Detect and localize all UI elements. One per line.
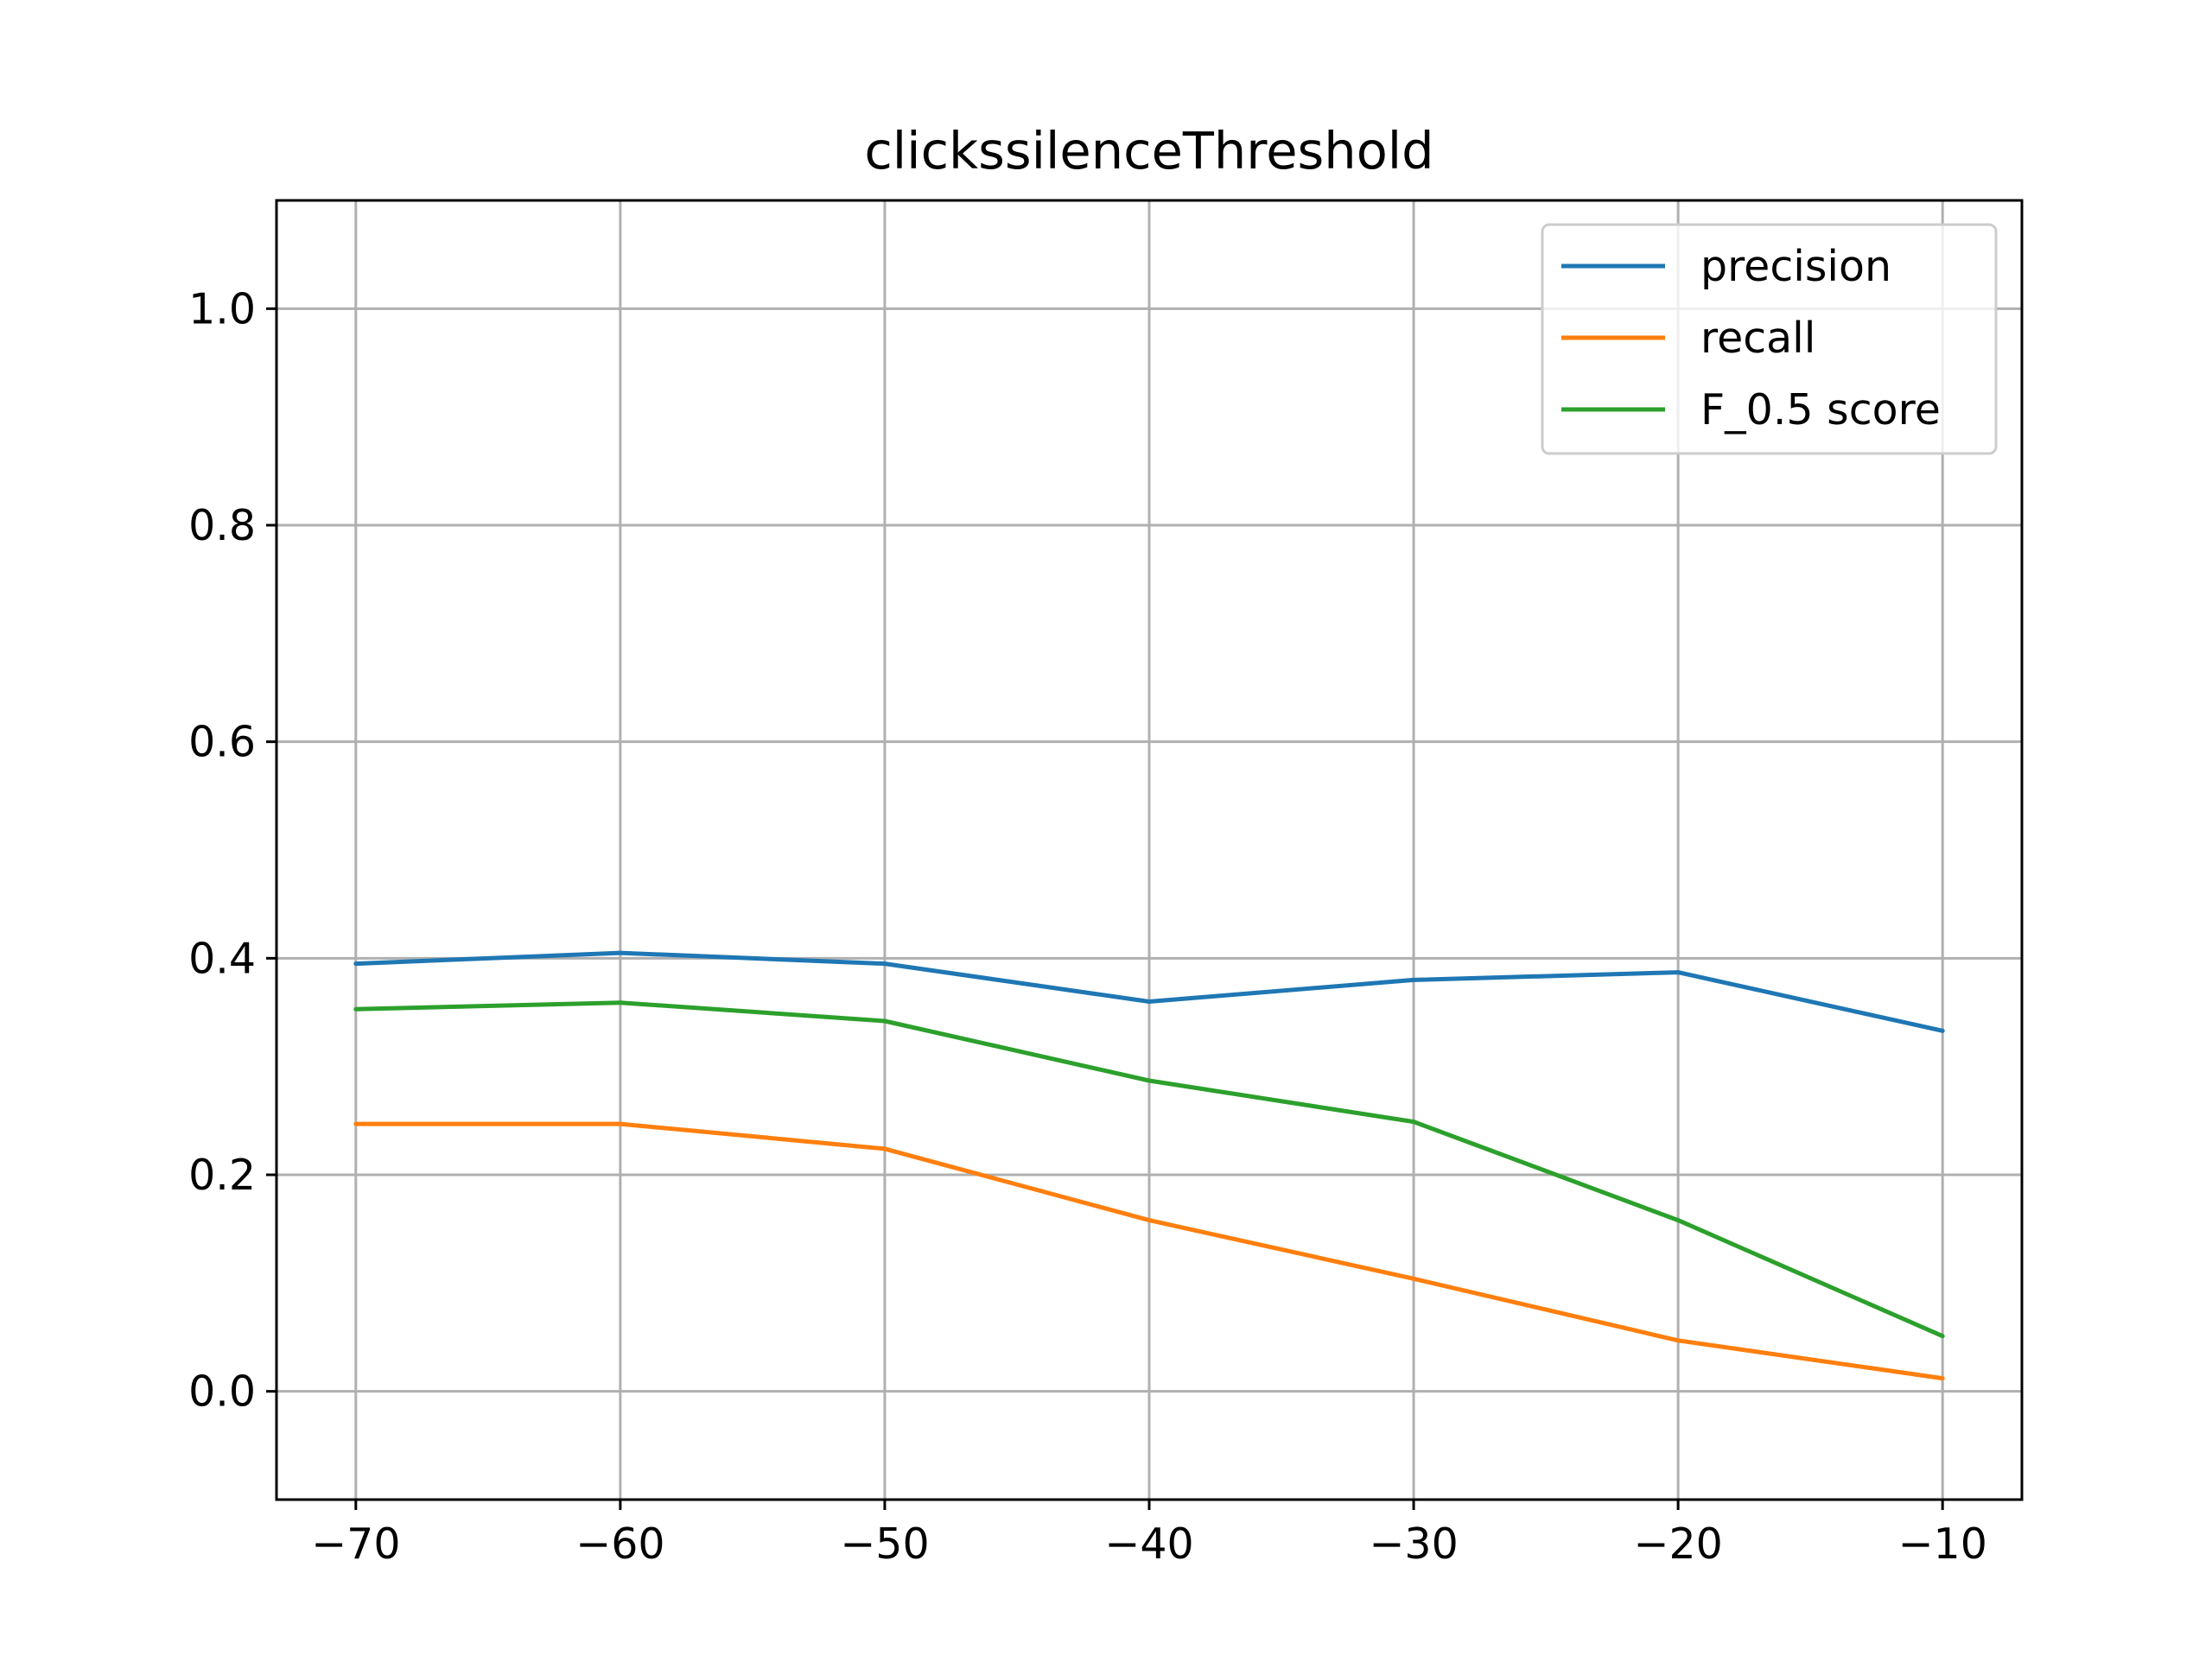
x-tick-label: −60 bbox=[575, 1519, 664, 1569]
data-point-f-0-5-score bbox=[353, 1006, 359, 1012]
data-point-f-0-5-score bbox=[1940, 1334, 1945, 1339]
y-tick-label: 1.0 bbox=[188, 284, 256, 333]
data-point-f-0-5-score bbox=[1675, 1218, 1681, 1223]
data-point-recall bbox=[618, 1121, 623, 1126]
legend: precision recall F_0.5 score bbox=[1541, 223, 1998, 455]
y-tick-label: 0.6 bbox=[188, 718, 256, 767]
data-point-recall bbox=[1147, 1218, 1152, 1223]
data-point-precision bbox=[353, 961, 359, 967]
x-tick-label: −50 bbox=[840, 1519, 929, 1569]
chart-title: clickssilenceThreshold bbox=[864, 121, 1433, 181]
legend-label-f-0-5-score: F_0.5 score bbox=[1700, 385, 1941, 435]
data-point-precision bbox=[1675, 970, 1681, 975]
legend-box bbox=[1541, 223, 1998, 455]
y-tick-label: 0.8 bbox=[188, 501, 256, 550]
data-point-recall bbox=[353, 1121, 359, 1126]
y-tick-label: 0.2 bbox=[188, 1151, 256, 1200]
data-point-precision bbox=[1940, 1028, 1945, 1033]
y-tick-label: 0.4 bbox=[188, 934, 256, 983]
data-point-f-0-5-score bbox=[1411, 1120, 1416, 1125]
legend-label-recall: recall bbox=[1700, 314, 1815, 363]
data-point-precision bbox=[882, 961, 887, 967]
x-tick-label: −40 bbox=[1104, 1519, 1193, 1569]
legend-label-precision: precision bbox=[1700, 242, 1891, 291]
data-point-precision bbox=[1147, 999, 1152, 1004]
data-point-recall bbox=[1940, 1376, 1945, 1381]
data-point-precision bbox=[1411, 977, 1416, 982]
y-tick-label: 0.0 bbox=[188, 1367, 256, 1417]
data-point-f-0-5-score bbox=[882, 1018, 887, 1024]
data-point-f-0-5-score bbox=[618, 1000, 623, 1005]
data-point-recall bbox=[882, 1146, 887, 1151]
data-point-precision bbox=[618, 950, 623, 955]
plot-series bbox=[353, 950, 1945, 1381]
x-tick-label: −30 bbox=[1369, 1519, 1458, 1569]
x-tick-label: −70 bbox=[311, 1519, 400, 1569]
data-point-recall bbox=[1675, 1338, 1681, 1343]
axis-ticks: −70 −60 −50 −40 −30 −20 −10 0.0 0.2 0.4 0.6 0.8 1.0 bbox=[188, 284, 1987, 1569]
data-point-f-0-5-score bbox=[1147, 1078, 1152, 1083]
x-tick-label: −20 bbox=[1633, 1519, 1722, 1569]
x-tick-label: −10 bbox=[1897, 1519, 1986, 1569]
data-point-recall bbox=[1411, 1276, 1416, 1281]
